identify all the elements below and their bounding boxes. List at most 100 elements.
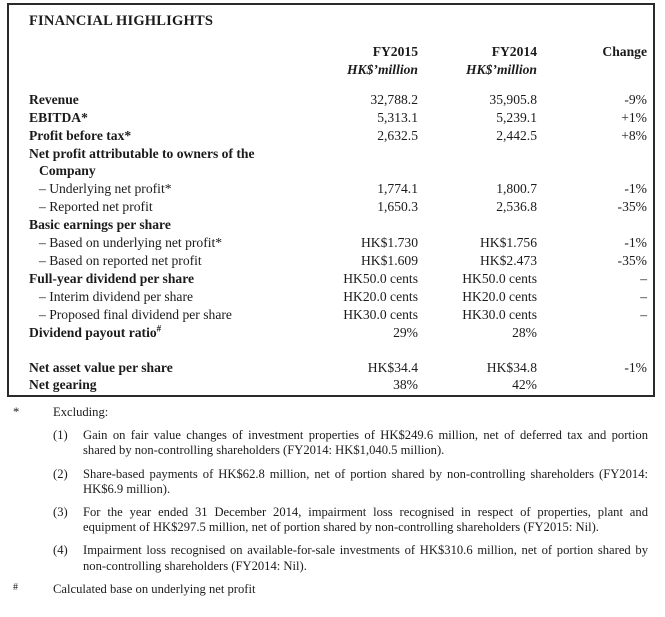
table-row: Profit before tax* 2,632.5 2,442.5 +8% xyxy=(20,127,647,145)
footnotes: * Excluding: (1) Gain on fair value chang… xyxy=(13,405,648,597)
value-fy2015: 1,774.1 xyxy=(377,181,418,197)
table-unit-row: HK$’million HK$’million xyxy=(20,61,647,79)
col-header-change: Change xyxy=(602,44,647,59)
table-row: – Proposed final dividend per share HK30.… xyxy=(20,306,647,324)
footnote-number: (3) xyxy=(53,505,68,520)
value-fy2014: HK50.0 cents xyxy=(462,270,537,286)
table-row: Full-year dividend per share HK50.0 cents… xyxy=(20,270,647,288)
table-row: Net gearing 38% 42% xyxy=(20,376,647,394)
footnote-item: (4) Impairment loss recognised on availab… xyxy=(13,543,648,573)
value-change xyxy=(537,145,647,163)
value-fy2014: 28% xyxy=(512,324,537,340)
row-label: Revenue xyxy=(29,91,79,107)
table-row-spacer xyxy=(20,342,647,359)
table-row: – Based on reported net profit HK$1.609 HK… xyxy=(20,252,647,270)
table-row: – Based on underlying net profit* HK$1.73… xyxy=(20,234,647,252)
row-label: Full-year dividend per share xyxy=(29,270,195,286)
value-fy2014: 42% xyxy=(512,377,537,393)
col-header-fy2015: FY2015 xyxy=(372,44,418,59)
table-row: Basic earnings per share xyxy=(20,216,647,234)
value-fy2015: HK20.0 cents xyxy=(343,288,418,304)
value-fy2014: HK$2.473 xyxy=(479,252,537,268)
highlights-box: FINANCIAL HIGHLIGHTS FY2015 FY2014 Chang… xyxy=(7,3,655,397)
value-change: – xyxy=(640,270,647,286)
value-fy2015: HK$34.4 xyxy=(367,359,418,375)
footnote-hash-marker: # xyxy=(13,581,18,593)
value-fy2014: 2,536.8 xyxy=(496,199,537,215)
row-label: Net asset value per share xyxy=(29,359,173,375)
value-fy2014: HK20.0 cents xyxy=(462,288,537,304)
value-fy2015: HK$1.730 xyxy=(360,235,418,251)
value-change: -1% xyxy=(624,235,647,251)
value-fy2015: HK50.0 cents xyxy=(343,270,418,286)
table-row: Revenue 32,788.2 35,905.8 -9% xyxy=(20,91,647,109)
value-change: -9% xyxy=(624,91,647,107)
row-label: – Reported net profit xyxy=(39,199,153,215)
footnote-text: Gain on fair value changes of investment… xyxy=(83,428,648,458)
footnote-star-text: Excluding: xyxy=(53,405,109,419)
value-fy2014 xyxy=(418,216,537,234)
table-row: – Interim dividend per share HK20.0 cents… xyxy=(20,288,647,306)
value-fy2015 xyxy=(310,145,418,163)
value-fy2015: 29% xyxy=(393,324,418,340)
value-fy2014: 2,442.5 xyxy=(496,127,537,143)
value-change: -1% xyxy=(624,359,647,375)
footnote-number: (2) xyxy=(53,466,68,481)
value-change: +8% xyxy=(621,127,647,143)
value-fy2015: HK$1.609 xyxy=(360,252,418,268)
footnote-text: For the year ended 31 December 2014, imp… xyxy=(83,505,648,535)
value-change xyxy=(537,324,647,342)
table-row: – Reported net profit 1,650.3 2,536.8 -35% xyxy=(20,198,647,216)
header-label-spacer xyxy=(20,43,310,61)
value-change xyxy=(537,216,647,234)
table-row: EBITDA* 5,313.1 5,239.1 +1% xyxy=(20,109,647,127)
value-change: -35% xyxy=(617,252,647,268)
unit-fy2015: HK$’million xyxy=(346,61,418,77)
value-fy2015: 1,650.3 xyxy=(377,199,418,215)
row-label: – Proposed final dividend per share xyxy=(39,306,232,322)
footnote-item: (3) For the year ended 31 December 2014, … xyxy=(13,505,648,535)
header-body-gap xyxy=(20,79,647,91)
footnote-text: Share-based payments of HK$62.8 million,… xyxy=(83,466,648,496)
unit-fy2014: HK$’million xyxy=(465,61,537,77)
value-fy2014: HK$1.756 xyxy=(479,235,537,251)
row-label: Basic earnings per share xyxy=(29,217,171,233)
footnote-star-row: * Excluding: xyxy=(13,405,648,420)
table-row: Dividend payout ratio# 29% 28% xyxy=(20,324,647,342)
value-change: -1% xyxy=(624,181,647,197)
value-fy2015: 5,313.1 xyxy=(377,109,418,125)
footnote-item: (2) Share-based payments of HK$62.8 milli… xyxy=(13,467,648,497)
value-change: +1% xyxy=(621,109,647,125)
table-row: Net asset value per share HK$34.4 HK$34.8 -… xyxy=(20,359,647,377)
value-change xyxy=(537,376,647,394)
value-fy2014: HK30.0 cents xyxy=(462,306,537,322)
value-fy2014: 5,239.1 xyxy=(496,109,537,125)
highlights-table: FY2015 FY2014 Change HK$’million HK$’mil… xyxy=(20,43,647,394)
table-body: Revenue 32,788.2 35,905.8 -9% EBITDA* 5,313.1… xyxy=(20,91,647,395)
row-label: Net profit attributable to owners of the xyxy=(29,145,255,161)
value-fy2014 xyxy=(418,162,537,180)
row-label: Net gearing xyxy=(29,377,97,393)
value-fy2014: 35,905.8 xyxy=(489,91,537,107)
value-fy2014: HK$34.8 xyxy=(486,359,537,375)
section-title: FINANCIAL HIGHLIGHTS xyxy=(29,13,214,29)
value-fy2015: 32,788.2 xyxy=(370,91,418,107)
footnote-item: (1) Gain on fair value changes of investm… xyxy=(13,428,648,458)
row-label: – Based on reported net profit xyxy=(39,252,202,268)
unit-change-spacer xyxy=(537,61,647,79)
table-row: Company xyxy=(20,162,647,180)
value-change xyxy=(537,162,647,180)
table-header-row: FY2015 FY2014 Change xyxy=(20,43,647,61)
value-fy2015: HK30.0 cents xyxy=(343,306,418,322)
value-fy2015 xyxy=(310,162,418,180)
value-fy2014 xyxy=(418,145,537,163)
footnote-text: Impairment loss recognised on available-… xyxy=(83,543,648,573)
row-label: – Based on underlying net profit* xyxy=(39,235,223,251)
footnote-hash-row: # Calculated base on underlying net prof… xyxy=(13,582,648,597)
table-row: Net profit attributable to owners of the xyxy=(20,145,647,163)
label-superscript: # xyxy=(156,323,162,334)
value-change: -35% xyxy=(617,199,647,215)
value-fy2015 xyxy=(310,216,418,234)
row-label: Profit before tax* xyxy=(29,127,132,143)
